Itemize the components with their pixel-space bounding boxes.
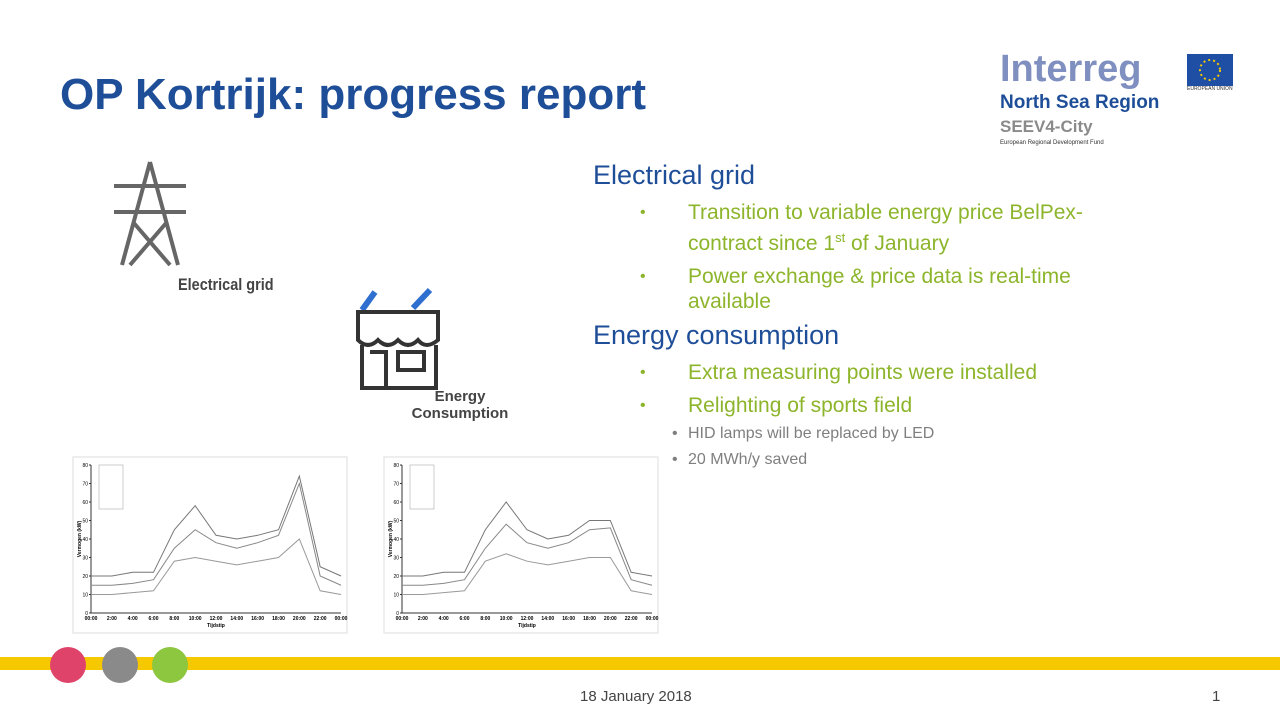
x-tick-label: 2:00	[418, 616, 428, 622]
section-heading: Energy consumption	[593, 320, 840, 350]
y-tick-label: 80	[82, 463, 88, 469]
logo-fund: European Regional Development Fund	[1000, 140, 1104, 146]
series-line	[91, 538, 342, 595]
shop-icon	[356, 287, 440, 390]
dot	[102, 647, 138, 683]
x-tick-label: 18:00	[583, 616, 596, 622]
x-tick-label: 00:00	[646, 616, 659, 622]
y-tick-label: 30	[393, 556, 399, 562]
bullet-text: of January	[845, 232, 950, 255]
logo-name: Interreg	[1000, 48, 1142, 90]
x-tick-label: 4:00	[439, 616, 449, 622]
dot	[152, 647, 188, 683]
chart-frame	[383, 456, 659, 634]
x-tick-label: 2:00	[107, 616, 117, 622]
x-tick-label: 14:00	[541, 616, 554, 622]
y-tick-label: 20	[393, 574, 399, 580]
y-tick-label: 10	[393, 593, 399, 599]
bullet: Extra measuring points were installed	[640, 360, 1140, 385]
bullet-text: Transition to variable energy price BelP…	[688, 201, 1083, 255]
x-tick-label: 6:00	[459, 616, 469, 622]
y-tick-label: 70	[82, 482, 88, 488]
y-axis-label: Vermogen (kW)	[77, 520, 83, 557]
y-tick-label: 70	[393, 482, 399, 488]
pylon-icon	[114, 161, 186, 267]
page-number: 1	[1212, 688, 1221, 705]
title: OP Kortrijk: progress report	[60, 70, 646, 119]
x-tick-label: 00:00	[335, 616, 348, 622]
x-tick-label: 6:00	[148, 616, 158, 622]
y-tick-label: 80	[393, 463, 399, 469]
x-tick-label: 22:00	[625, 616, 638, 622]
logo-project: SEEV4-City	[1000, 117, 1093, 136]
x-tick-label: 18:00	[272, 616, 285, 622]
legend-box	[409, 464, 435, 510]
x-tick-label: 20:00	[293, 616, 306, 622]
eu-stars	[1199, 59, 1221, 81]
x-tick-label: 14:00	[230, 616, 243, 622]
x-tick-label: 00:00	[85, 616, 98, 622]
logo-eu: EUROPEAN UNION	[1187, 86, 1233, 92]
x-tick-label: 12:00	[521, 616, 534, 622]
series-line	[402, 501, 653, 577]
x-tick-label: 4:00	[128, 616, 138, 622]
dot	[50, 647, 86, 683]
x-tick-label: 10:00	[500, 616, 513, 622]
legend-box	[98, 464, 124, 510]
bullet-list: Extra measuring points were installed Rel…	[640, 360, 1140, 478]
sub-list: HID lamps will be replaced by LED 20 MWh/…	[664, 424, 1140, 470]
y-tick-label: 0	[396, 611, 399, 617]
x-tick-label: 16:00	[562, 616, 575, 622]
y-tick-label: 40	[82, 537, 88, 543]
series-line	[402, 553, 653, 595]
logo-region: North Sea Region	[1000, 92, 1160, 113]
x-tick-label: 22:00	[314, 616, 327, 622]
superscript: st	[835, 230, 846, 245]
footer-date: 18 January 2018	[580, 688, 692, 705]
x-axis-label: Tijdstip	[207, 623, 225, 629]
bullet-text: Relighting of sports field	[688, 394, 913, 417]
y-tick-label: 20	[82, 574, 88, 580]
footer-stripe	[0, 657, 1280, 670]
y-tick-label: 60	[82, 500, 88, 506]
chart-frame	[72, 456, 348, 634]
x-tick-label: 00:00	[396, 616, 409, 622]
x-tick-label: 12:00	[210, 616, 223, 622]
y-tick-label: 0	[85, 611, 88, 617]
section-heading: Electrical grid	[593, 160, 756, 190]
bullet-text: Extra measuring points were installed	[688, 361, 1038, 384]
bullet-text: Power exchange & price data is real-time…	[688, 265, 1071, 313]
x-tick-label: 8:00	[169, 616, 179, 622]
y-tick-label: 40	[393, 537, 399, 543]
icon-label: Energy Consumption	[411, 388, 509, 422]
series-line	[91, 481, 342, 586]
icon-label: Electrical grid	[178, 275, 274, 294]
bullet: Transition to variable energy price BelP…	[640, 200, 1140, 256]
sub-bullet: 20 MWh/y saved	[664, 450, 1140, 470]
series-line	[91, 474, 342, 577]
sub-bullet: HID lamps will be replaced by LED	[664, 424, 1140, 444]
x-axis-label: Tijdstip	[518, 623, 536, 629]
bullet: Relighting of sports field HID lamps will…	[640, 393, 1140, 470]
x-tick-label: 20:00	[604, 616, 617, 622]
y-tick-label: 50	[82, 519, 88, 525]
x-tick-label: 16:00	[251, 616, 264, 622]
x-tick-label: 8:00	[480, 616, 490, 622]
y-tick-label: 50	[393, 519, 399, 525]
x-tick-label: 10:00	[189, 616, 202, 622]
y-tick-label: 30	[82, 556, 88, 562]
y-tick-label: 10	[82, 593, 88, 599]
eu-flag	[1187, 54, 1233, 86]
y-axis-label: Vermogen (kW)	[388, 520, 394, 557]
bullet: Power exchange & price data is real-time…	[640, 264, 1140, 314]
series-line	[402, 523, 653, 586]
y-tick-label: 60	[393, 500, 399, 506]
bullet-list: Transition to variable energy price BelP…	[640, 200, 1140, 322]
